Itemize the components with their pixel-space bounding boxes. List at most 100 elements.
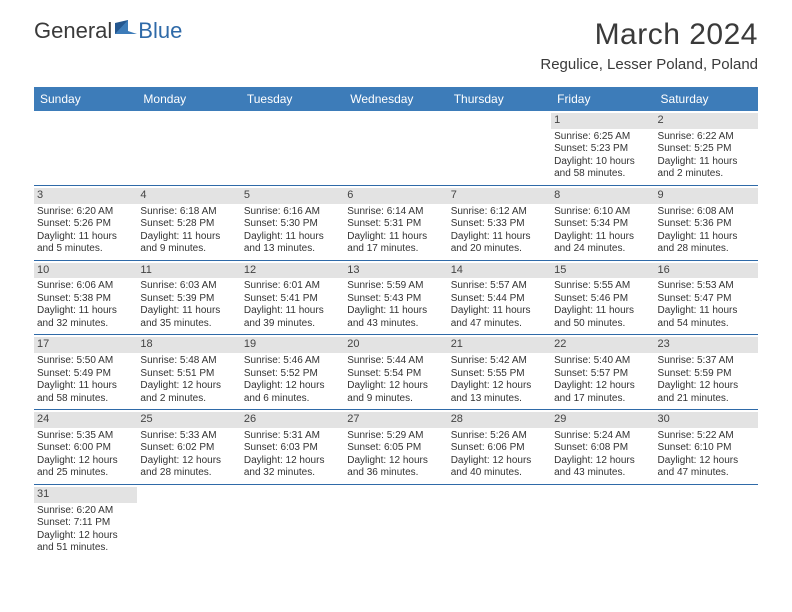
daylight-text: Daylight: 12 hours <box>347 455 444 468</box>
daylight-text: Daylight: 10 hours <box>554 156 651 169</box>
daylight-text: and 39 minutes. <box>244 318 341 331</box>
calendar-day-empty <box>241 485 344 559</box>
sunset-text: Sunset: 5:41 PM <box>244 293 341 306</box>
sunrise-text: Sunrise: 5:50 AM <box>37 355 134 368</box>
sunrise-text: Sunrise: 6:16 AM <box>244 206 341 219</box>
day-header-thu: Thursday <box>448 87 551 111</box>
day-number: 30 <box>655 412 758 428</box>
daylight-text: Daylight: 12 hours <box>244 380 341 393</box>
daylight-text: and 25 minutes. <box>37 467 134 480</box>
calendar-day: 25Sunrise: 5:33 AMSunset: 6:02 PMDayligh… <box>137 410 240 484</box>
daylight-text: Daylight: 12 hours <box>451 455 548 468</box>
calendar-day: 26Sunrise: 5:31 AMSunset: 6:03 PMDayligh… <box>241 410 344 484</box>
daylight-text: Daylight: 11 hours <box>140 305 237 318</box>
daylight-text: Daylight: 11 hours <box>244 231 341 244</box>
day-number: 7 <box>448 188 551 204</box>
calendar-day-empty <box>551 485 654 559</box>
sunset-text: Sunset: 5:23 PM <box>554 143 651 156</box>
sunset-text: Sunset: 5:36 PM <box>658 218 755 231</box>
day-number: 4 <box>137 188 240 204</box>
calendar-day: 19Sunrise: 5:46 AMSunset: 5:52 PMDayligh… <box>241 335 344 409</box>
day-number: 11 <box>137 263 240 279</box>
sunset-text: Sunset: 5:34 PM <box>554 218 651 231</box>
day-number: 18 <box>137 337 240 353</box>
calendar-day-empty <box>655 485 758 559</box>
daylight-text: Daylight: 11 hours <box>658 231 755 244</box>
calendar-day-empty <box>344 485 447 559</box>
day-number: 6 <box>344 188 447 204</box>
sunset-text: Sunset: 5:26 PM <box>37 218 134 231</box>
calendar-day-empty <box>34 111 137 185</box>
sunrise-text: Sunrise: 5:24 AM <box>554 430 651 443</box>
sunset-text: Sunset: 5:31 PM <box>347 218 444 231</box>
sunset-text: Sunset: 5:30 PM <box>244 218 341 231</box>
calendar-week: 1Sunrise: 6:25 AMSunset: 5:23 PMDaylight… <box>34 111 758 186</box>
sunrise-text: Sunrise: 6:10 AM <box>554 206 651 219</box>
day-number: 12 <box>241 263 344 279</box>
daylight-text: Daylight: 12 hours <box>37 455 134 468</box>
day-number: 1 <box>551 113 654 129</box>
daylight-text: Daylight: 12 hours <box>140 380 237 393</box>
daylight-text: Daylight: 12 hours <box>554 380 651 393</box>
day-number: 21 <box>448 337 551 353</box>
calendar-day: 27Sunrise: 5:29 AMSunset: 6:05 PMDayligh… <box>344 410 447 484</box>
day-header-wed: Wednesday <box>344 87 447 111</box>
daylight-text: Daylight: 11 hours <box>451 231 548 244</box>
daylight-text: and 35 minutes. <box>140 318 237 331</box>
sunrise-text: Sunrise: 6:03 AM <box>140 280 237 293</box>
sunrise-text: Sunrise: 5:37 AM <box>658 355 755 368</box>
page-title: March 2024 <box>540 18 758 52</box>
calendar: Sunday Monday Tuesday Wednesday Thursday… <box>34 87 758 559</box>
daylight-text: Daylight: 12 hours <box>554 455 651 468</box>
calendar-day: 9Sunrise: 6:08 AMSunset: 5:36 PMDaylight… <box>655 186 758 260</box>
calendar-week: 17 Sunrise: 5:50 AMSunset: 5:49 PM Dayligh… <box>34 335 758 410</box>
sunrise-text: Sunrise: 5:59 AM <box>347 280 444 293</box>
daylight-text: Daylight: 12 hours <box>451 380 548 393</box>
day-header-sun: Sunday <box>34 87 137 111</box>
calendar-week: 3Sunrise: 6:20 AMSunset: 5:26 PMDaylight… <box>34 186 758 261</box>
day-number: 5 <box>241 188 344 204</box>
sunrise-text: Sunrise: 5:44 AM <box>347 355 444 368</box>
daylight-text: and 54 minutes. <box>658 318 755 331</box>
calendar-day: 5 Sunrise: 6:16 AMSunset: 5:30 PMDaylight… <box>241 186 344 260</box>
calendar-day: 18Sunrise: 5:48 AMSunset: 5:51 PMDayligh… <box>137 335 240 409</box>
daylight-text: Daylight: 11 hours <box>347 231 444 244</box>
daylight-text: Daylight: 12 hours <box>658 380 755 393</box>
daylight-text: and 5 minutes. <box>37 243 134 256</box>
day-number: 26 <box>241 412 344 428</box>
daylight-text: and 28 minutes. <box>658 243 755 256</box>
calendar-day: 20Sunrise: 5:44 AMSunset: 5:54 PMDayligh… <box>344 335 447 409</box>
calendar-day: 23Sunrise: 5:37 AMSunset: 5:59 PMDayligh… <box>655 335 758 409</box>
sunset-text: Sunset: 5:28 PM <box>140 218 237 231</box>
logo-text-general: General <box>34 18 112 44</box>
sunset-text: Sunset: 5:46 PM <box>554 293 651 306</box>
calendar-day-empty <box>448 485 551 559</box>
sunrise-text: Sunrise: 5:48 AM <box>140 355 237 368</box>
sunset-text: Sunset: 5:49 PM <box>37 368 134 381</box>
sunset-text: Sunset: 6:03 PM <box>244 442 341 455</box>
sunset-text: Sunset: 5:44 PM <box>451 293 548 306</box>
day-header-mon: Monday <box>137 87 240 111</box>
calendar-weeks: 1Sunrise: 6:25 AMSunset: 5:23 PMDaylight… <box>34 111 758 559</box>
sunset-text: Sunset: 6:10 PM <box>658 442 755 455</box>
daylight-text: and 36 minutes. <box>347 467 444 480</box>
daylight-text: Daylight: 12 hours <box>140 455 237 468</box>
day-header-fri: Friday <box>551 87 654 111</box>
daylight-text: and 9 minutes. <box>347 393 444 406</box>
sunrise-text: Sunrise: 5:35 AM <box>37 430 134 443</box>
daylight-text: and 32 minutes. <box>244 467 341 480</box>
sunset-text: Sunset: 6:02 PM <box>140 442 237 455</box>
day-number: 8 <box>551 188 654 204</box>
sunrise-text: Sunrise: 6:20 AM <box>37 206 134 219</box>
sunset-text: Sunset: 5:25 PM <box>658 143 755 156</box>
sunrise-text: Sunrise: 5:42 AM <box>451 355 548 368</box>
sunrise-text: Sunrise: 6:18 AM <box>140 206 237 219</box>
calendar-day: 10Sunrise: 6:06 AMSunset: 5:38 PMDayligh… <box>34 261 137 335</box>
day-header-row: Sunday Monday Tuesday Wednesday Thursday… <box>34 87 758 111</box>
daylight-text: and 43 minutes. <box>554 467 651 480</box>
day-number: 13 <box>344 263 447 279</box>
day-number: 15 <box>551 263 654 279</box>
calendar-day: 3Sunrise: 6:20 AMSunset: 5:26 PMDaylight… <box>34 186 137 260</box>
daylight-text: and 6 minutes. <box>244 393 341 406</box>
day-number: 17 <box>34 337 137 353</box>
